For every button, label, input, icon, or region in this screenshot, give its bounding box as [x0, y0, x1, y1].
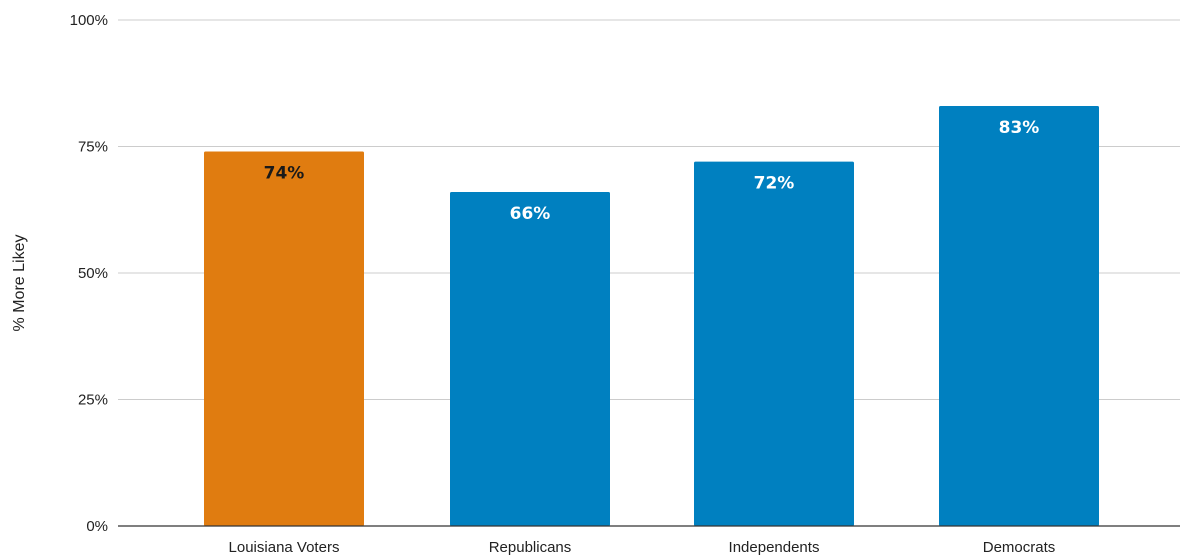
x-category-label: Louisiana Voters	[229, 539, 340, 556]
y-tick-label: 0%	[86, 518, 108, 535]
bar-value-label: 83%	[999, 118, 1040, 138]
y-axis-title: % More Likey	[11, 235, 28, 332]
bar	[939, 106, 1099, 527]
y-tick-label: 75%	[78, 139, 108, 156]
x-category-label: Independents	[729, 539, 820, 556]
x-axis-labels: Louisiana Voters Republicans Independents D…	[229, 539, 1056, 556]
x-category-label: Democrats	[983, 539, 1056, 556]
bar	[204, 151, 364, 526]
y-axis-ticks: 0% 25% 50% 75% 100%	[70, 12, 108, 535]
bar-value-label: 72%	[754, 174, 795, 194]
y-tick-label: 100%	[70, 12, 108, 29]
bar	[450, 192, 610, 527]
x-category-label: Republicans	[489, 539, 572, 556]
y-tick-label: 25%	[78, 392, 108, 409]
bar-value-label: 66%	[510, 204, 551, 224]
data-labels: 74% 66% 72% 83%	[264, 118, 1040, 224]
bar	[694, 161, 854, 526]
bars	[204, 106, 1099, 527]
bar-value-label: 74%	[264, 164, 305, 184]
y-tick-label: 50%	[78, 265, 108, 282]
